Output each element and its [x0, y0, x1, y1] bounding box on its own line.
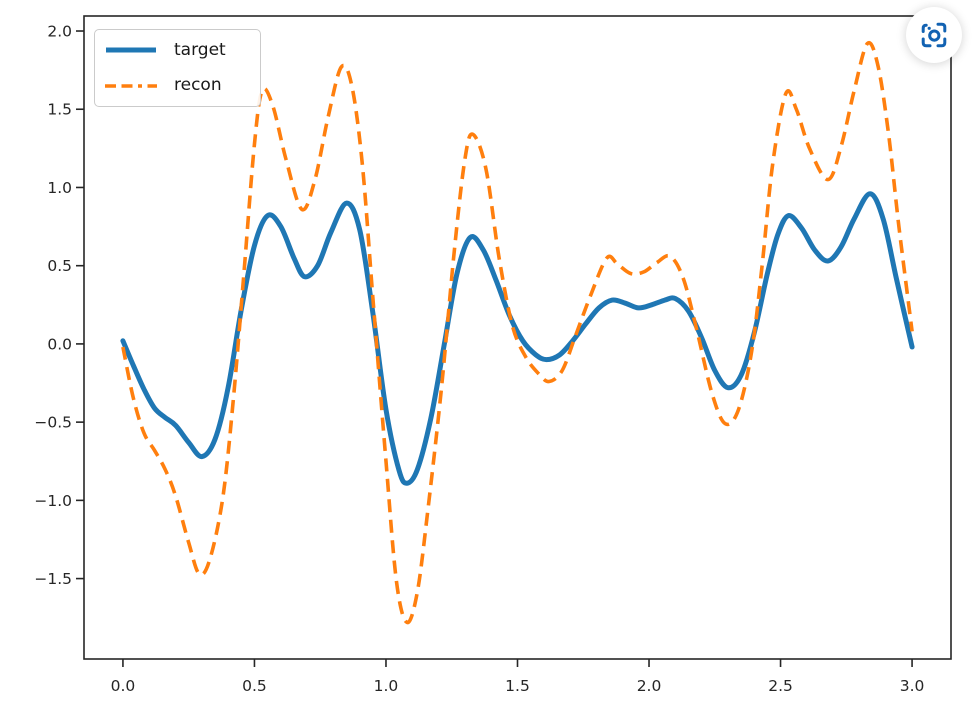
- x-tick-label: 0.0: [111, 677, 136, 695]
- y-tick-label: 1.0: [47, 179, 72, 197]
- x-tick-label: 3.0: [900, 677, 925, 695]
- y-tick-label: 1.5: [47, 101, 72, 119]
- legend-label-target: target: [174, 39, 226, 60]
- series-recon-line: [121, 40, 914, 625]
- recon-line-swatch: [105, 83, 157, 88]
- legend-item-target: target: [95, 33, 260, 67]
- y-tick-label: −0.5: [34, 414, 72, 432]
- legend: target recon: [94, 29, 261, 107]
- y-tick-label: 2.0: [47, 23, 72, 41]
- y-tick-label: −1.5: [34, 570, 72, 588]
- x-tick-label: 1.5: [505, 677, 530, 695]
- axes-ticks: [76, 30, 913, 667]
- x-tick-label: 1.0: [374, 677, 399, 695]
- plot-area: 0.0 0.5 1.0 1.5 2.0 2.5 3.0 2.0 1.5 1.0 0.5 0.0 −0.5…: [34, 15, 952, 695]
- y-tick-label: 0.0: [47, 335, 72, 353]
- legend-item-recon: recon: [95, 69, 260, 103]
- x-tick-label: 2.0: [637, 677, 662, 695]
- x-tick-label: 0.5: [242, 677, 267, 695]
- y-tick-label: −1.0: [34, 492, 72, 510]
- axes-tick-labels: 0.0 0.5 1.0 1.5 2.0 2.5 3.0 2.0 1.5 1.0 0.5 0.0 −0.5…: [34, 23, 924, 695]
- target-line-swatch: [106, 47, 156, 53]
- screen-capture-icon: [921, 22, 947, 48]
- y-tick-label: 0.5: [47, 257, 72, 275]
- series-layer: [120, 40, 915, 625]
- legend-label-recon: recon: [174, 75, 222, 96]
- series-target-line: [120, 191, 915, 486]
- screen-capture-button[interactable]: [906, 7, 962, 63]
- x-tick-label: 2.5: [768, 677, 793, 695]
